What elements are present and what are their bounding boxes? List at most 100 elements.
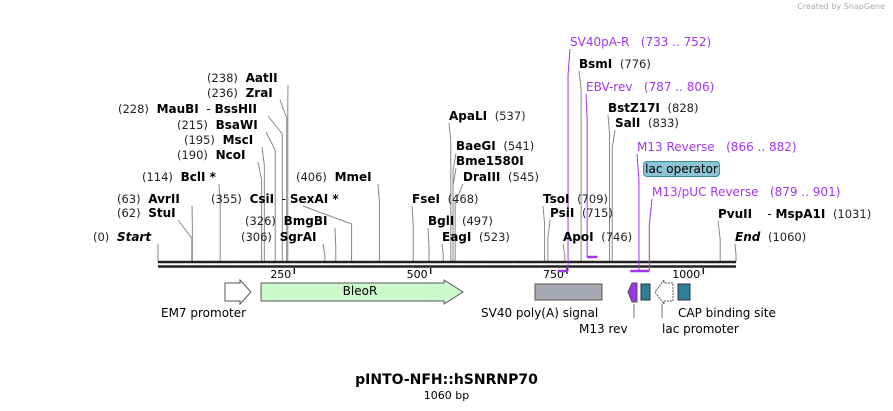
leader-lines [157, 70, 737, 262]
site-position: (1031) [832, 207, 872, 221]
enzyme-label-bsawi[interactable]: (215) BsaWI [177, 118, 258, 132]
lac-operator-feature[interactable] [640, 283, 651, 301]
primer-name: SV40pA-R [570, 35, 630, 49]
primer-label[interactable]: M13/pUC Reverse (879 .. 901) [652, 185, 840, 199]
site-position: (776) [619, 57, 651, 71]
leader-line [302, 205, 353, 262]
enzyme-label-sgrai[interactable]: (306) SgrAI [241, 230, 316, 244]
enzyme-name-2: MspA1I [775, 207, 826, 221]
bleor-arrow[interactable] [260, 279, 464, 305]
enzyme-label-msci[interactable]: (195) MscI [184, 133, 253, 147]
enzyme-name-2: SexAI * [289, 192, 339, 206]
leader-line [454, 183, 464, 262]
site-position: (833) [647, 116, 679, 130]
enzyme-label-aatii[interactable]: (238) AatII [207, 71, 278, 85]
enzyme-label-end[interactable]: End (1060) [735, 230, 806, 244]
site-position: (545) [508, 170, 539, 184]
enzyme-label-tsoi[interactable]: TsoI (709) [543, 192, 608, 206]
enzyme-label-apoi[interactable]: ApoI (746) [563, 230, 632, 244]
em7-promoter-arrow[interactable] [224, 278, 252, 306]
enzyme-name: ApaLI [449, 109, 488, 123]
primer-range: (733 .. 752) [640, 35, 712, 49]
enzyme-name: MmeI [334, 170, 372, 184]
site-position: (195) [184, 133, 215, 147]
separator: - [759, 207, 776, 221]
enzyme-label-bgli[interactable]: BglI (497) [428, 214, 493, 228]
primer-label[interactable]: EBV-rev (787 .. 806) [586, 80, 714, 94]
ruler-label: 250 [270, 268, 291, 281]
leader-line [562, 243, 566, 262]
lac-promoter-arrow[interactable] [654, 278, 674, 306]
site-position: (228) [118, 102, 149, 116]
enzyme-label-apali[interactable]: ApaLI (537) [449, 109, 526, 123]
sv40-polya-box[interactable] [534, 283, 603, 301]
enzyme-label-fsei[interactable]: FseI (468) [412, 192, 479, 206]
enzyme-label-ncoi[interactable]: (190) NcoI [177, 148, 245, 162]
leader-line [717, 220, 721, 262]
enzyme-name: EagI [442, 230, 472, 244]
primer-leader [567, 48, 571, 271]
cap-binding-site-feature[interactable] [677, 283, 691, 301]
enzyme-label-mmei[interactable]: (406) MmeI [296, 170, 372, 184]
leader-line [547, 219, 551, 262]
leader-line [334, 227, 337, 262]
enzyme-name: PsiI [550, 206, 575, 220]
enzyme-label-bme1580i[interactable]: Bme1580I [456, 154, 531, 168]
ruler-label: 500 [407, 268, 428, 281]
primer-range: (866 .. 882) [726, 140, 797, 154]
leader-line [411, 205, 414, 262]
enzyme-name: ZraI [245, 86, 273, 100]
enzyme-label-maubi[interactable]: (228) MauBI - BssHII [118, 102, 257, 116]
enzyme-name: DraIII [463, 170, 501, 184]
primer-label[interactable]: M13 Reverse (866 .. 882) [637, 140, 797, 154]
leader-line [607, 114, 610, 262]
enzyme-label-eagi[interactable]: EagI (523) [442, 230, 510, 244]
enzyme-label-psii[interactable]: PsiI (715) [550, 206, 613, 220]
enzyme-name: CsiI [249, 192, 275, 206]
enzyme-label-bcli[interactable]: (114) BclI * [142, 170, 216, 184]
enzyme-label-stui[interactable]: (62) StuI [117, 206, 176, 220]
enzyme-name: MscI [222, 133, 254, 147]
site-position: (541) [503, 139, 535, 153]
site-position: (709) [577, 192, 609, 206]
primer-name: M13/pUC Reverse [652, 185, 759, 199]
m13-rev-feature[interactable] [627, 282, 638, 303]
m13-rev-label: M13 rev [579, 322, 628, 336]
leader-line [427, 227, 430, 262]
leader-line [177, 219, 193, 262]
primer-range: (879 .. 901) [769, 185, 841, 199]
site-position: (355) [211, 192, 242, 206]
primer-label[interactable]: SV40pA-R (733 .. 752) [570, 35, 711, 49]
enzyme-label-bstz17i[interactable]: BstZ17I (828) [608, 101, 698, 115]
leader-line [441, 243, 444, 262]
site-position: (63) [117, 192, 141, 206]
enzyme-name: StuI [148, 206, 176, 220]
leader-line [322, 243, 326, 262]
enzyme-label-baegi[interactable]: BaeGI (541) [456, 139, 534, 153]
site-position: (236) [207, 86, 238, 100]
enzyme-label-start[interactable]: (0) Start [93, 230, 151, 244]
site-position: (828) [667, 101, 699, 115]
enzyme-label-csii[interactable]: (355) CsiI - SexAI * [211, 192, 339, 206]
primer-leader [648, 198, 653, 271]
leader-line [542, 205, 546, 262]
plasmid-title: pINTO-NFH::hSNRNP70 [355, 372, 538, 388]
lac-operator-label[interactable]: lac operator [643, 161, 720, 177]
enzyme-label-bsmi[interactable]: BsmI (776) [579, 57, 651, 71]
primer-marks [557, 48, 653, 273]
leader-line [448, 122, 452, 262]
enzyme-label-pvuii[interactable]: PvuII - MspA1I (1031) [718, 207, 871, 221]
site-position: (468) [447, 192, 479, 206]
enzyme-label-avrii[interactable]: (63) AvrII [117, 192, 180, 206]
enzyme-name: NcoI [215, 148, 246, 162]
enzyme-label-bmgbi[interactable]: (326) BmgBI [245, 214, 327, 228]
enzyme-name: BsaWI [215, 118, 258, 132]
enzyme-label-sali[interactable]: SalI (833) [615, 116, 679, 130]
leader-line [279, 99, 288, 262]
enzyme-label-zrai[interactable]: (236) ZraI [207, 86, 273, 100]
enzyme-label-draiii[interactable]: DraIII (545) [463, 170, 539, 184]
enzyme-name: BclI * [180, 170, 216, 184]
em7-promoter-label: EM7 promoter [161, 306, 247, 320]
enzyme-name: Bme1580I [456, 154, 524, 168]
enzyme-name: Start [116, 230, 152, 244]
